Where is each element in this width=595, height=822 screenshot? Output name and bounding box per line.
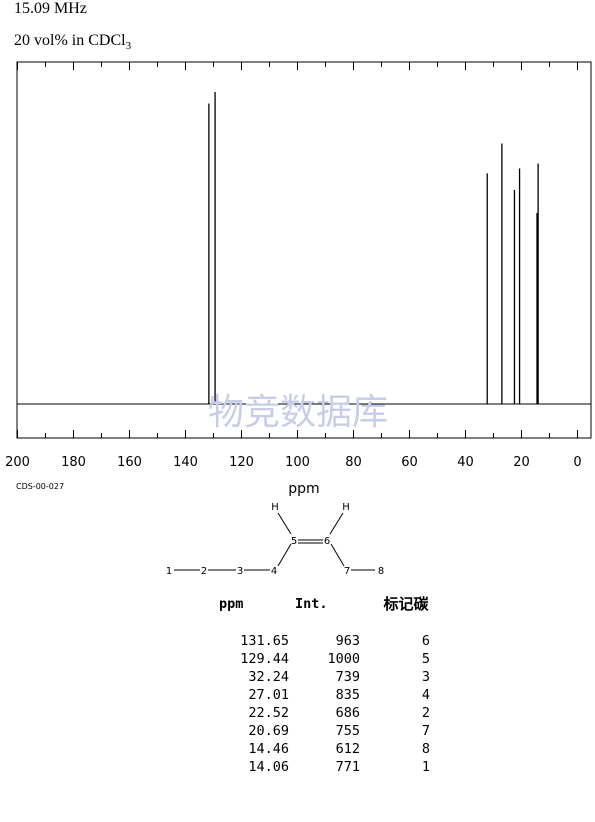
nmr-spectrum-chart: 200 180 160 140 120 100 80 60 40 20 0 物竞数据库 ppm [5, 61, 592, 497]
hydrogen-right: H [342, 502, 350, 513]
cell-ppm: 131.65 [240, 633, 289, 649]
cell-carbon: 8 [421, 741, 430, 757]
cell-int: 771 [335, 759, 360, 775]
peak-table-body: 131.65 963 6 129.44 1000 5 32.24 739 3 27.01 835 4 2… [205, 614, 452, 776]
spectrometer-frequency: 15.09 MHz [14, 0, 87, 17]
x-tick-label-200: 200 [5, 455, 30, 470]
atom-6: 6 [324, 536, 330, 547]
hydrogen-left: H [271, 502, 279, 513]
solvent-text: 20 vol% in CDCl [14, 32, 126, 49]
table-row: 14.06 771 1 [205, 758, 452, 776]
table-row: 131.65 963 6 [205, 632, 452, 650]
peak-lines [208, 92, 539, 404]
x-axis-label: ppm [288, 481, 319, 497]
molecule-structure: 1 2 3 4 5 6 7 8 H H [166, 502, 384, 577]
table-row: 22.52 686 2 [205, 704, 452, 722]
cell-int: 612 [335, 741, 360, 757]
cell-int: 755 [335, 723, 360, 739]
x-tick-label-140: 140 [173, 455, 198, 470]
atom-8: 8 [378, 566, 384, 577]
x-tick-label-120: 120 [229, 455, 254, 470]
cell-carbon: 1 [421, 759, 430, 775]
cell-ppm: 20.69 [248, 723, 289, 739]
atom-3: 3 [237, 566, 243, 577]
x-tick-label-160: 160 [117, 455, 142, 470]
solvent-subscript: 3 [125, 40, 132, 52]
x-tick-label-180: 180 [61, 455, 86, 470]
table-row: 14.46 612 8 [205, 740, 452, 758]
x-axis-ticks [17, 62, 578, 438]
x-tick-label-80: 80 [345, 455, 362, 470]
cell-carbon: 4 [421, 687, 430, 703]
atom-5: 5 [291, 536, 297, 547]
watermark: 物竞数据库 [208, 392, 388, 433]
x-tick-label-20: 20 [513, 455, 530, 470]
cell-ppm: 32.24 [248, 669, 289, 685]
atom-2: 2 [201, 566, 207, 577]
x-tick-label-100: 100 [285, 455, 310, 470]
atom-4: 4 [271, 566, 277, 577]
cell-ppm: 14.06 [248, 759, 289, 775]
cell-carbon: 5 [421, 651, 430, 667]
cell-carbon: 3 [421, 669, 430, 685]
x-axis-tick-labels: 200 180 160 140 120 100 80 60 40 20 0 [5, 455, 582, 470]
table-row: 27.01 835 4 [205, 686, 452, 704]
sample-code: CDS-00-027 [16, 482, 65, 491]
header-carbon: 标记碳 [383, 595, 429, 613]
cell-carbon: 7 [421, 723, 430, 739]
cell-ppm: 27.01 [248, 687, 289, 703]
cell-int: 835 [335, 687, 360, 703]
bonds [174, 512, 375, 571]
cell-int: 1000 [327, 651, 360, 667]
cell-int: 963 [335, 633, 360, 649]
atom-7: 7 [344, 566, 350, 577]
x-tick-label-60: 60 [401, 455, 418, 470]
peak-table: ppm Int. 标记碳 131.65 963 6 129.44 1000 5 32.24 7… [205, 593, 452, 776]
table-row: 129.44 1000 5 [205, 650, 452, 668]
header-int: Int. [295, 595, 328, 612]
cell-carbon: 2 [421, 705, 430, 721]
solvent-info: 20 vol% in CDCl3 [14, 32, 131, 52]
header-ppm: ppm [219, 595, 244, 612]
cell-int: 739 [335, 669, 360, 685]
x-tick-label-40: 40 [457, 455, 474, 470]
cell-ppm: 14.46 [248, 741, 289, 757]
cell-ppm: 22.52 [248, 705, 289, 721]
plot-frame [16, 61, 592, 439]
atom-1: 1 [166, 566, 172, 577]
table-row: 32.24 739 3 [205, 668, 452, 686]
cell-carbon: 6 [421, 633, 430, 649]
cell-int: 686 [335, 705, 360, 721]
x-tick-label-0: 0 [573, 455, 581, 470]
cell-ppm: 129.44 [240, 651, 289, 667]
peak-table-header: ppm Int. 标记碳 [205, 593, 452, 614]
table-row: 20.69 755 7 [205, 722, 452, 740]
